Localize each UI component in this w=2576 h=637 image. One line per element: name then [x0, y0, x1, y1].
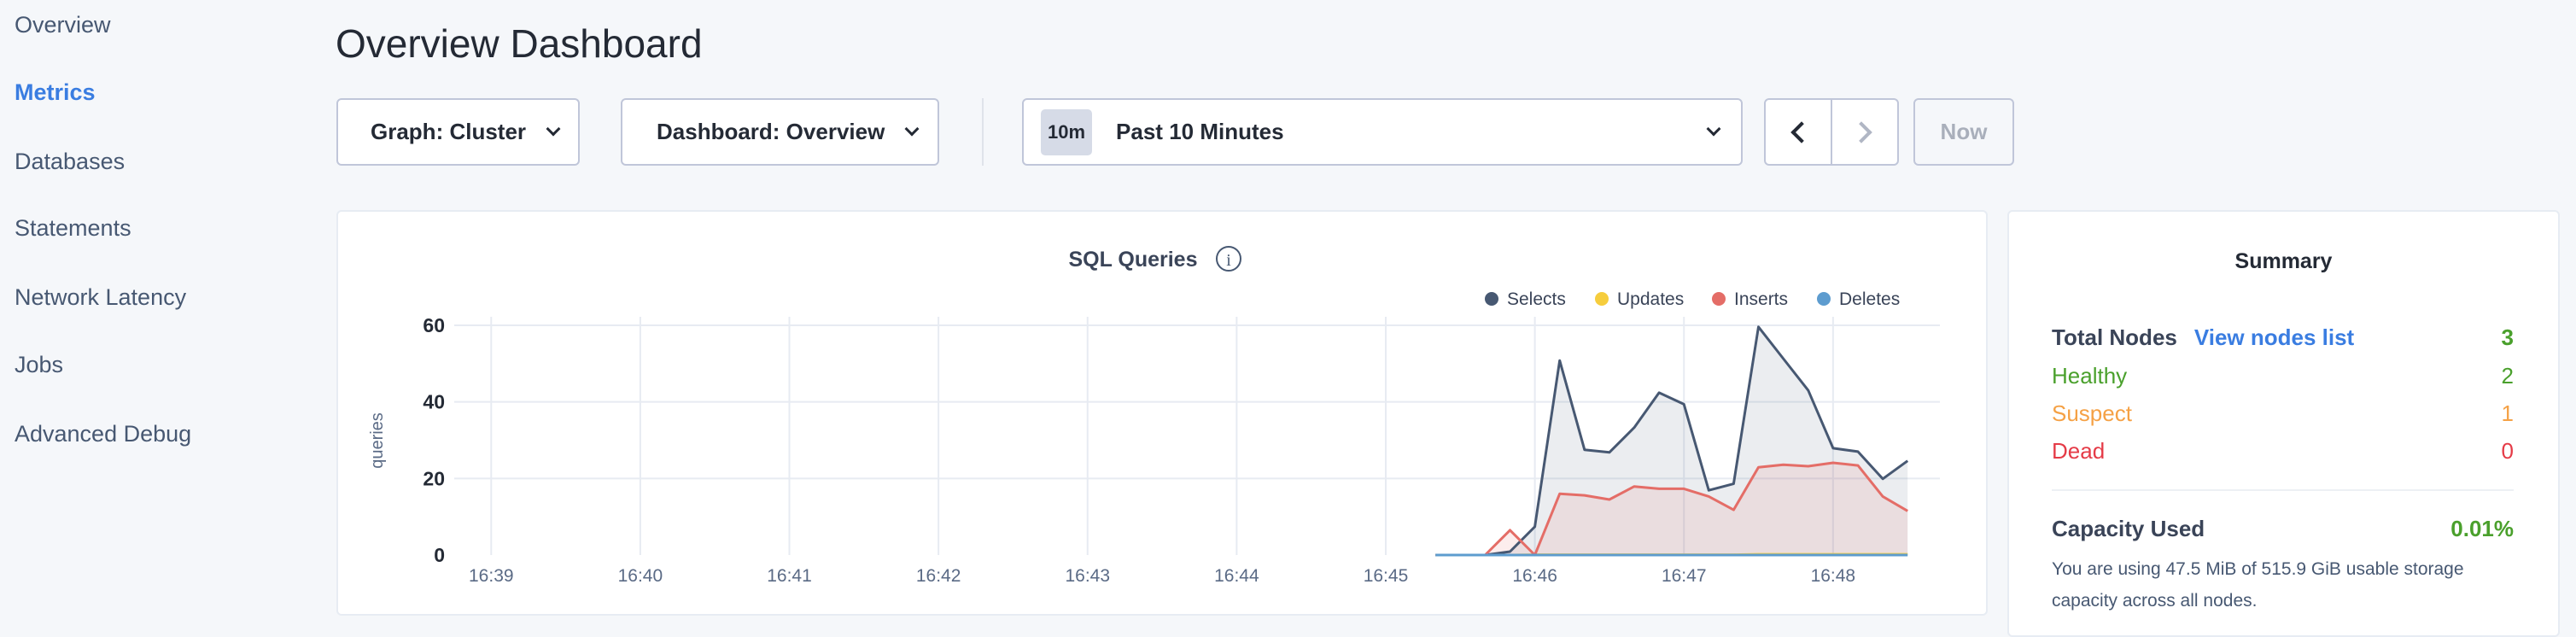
total-nodes-row: Total Nodes View nodes list 3	[2052, 324, 2514, 351]
capacity-label: Capacity Used	[2052, 516, 2205, 541]
y-tick-label: 20	[423, 467, 445, 489]
dead-value: 0	[2501, 438, 2514, 464]
dead-row: Dead 0	[2052, 438, 2514, 465]
x-tick-label: 16:41	[767, 566, 812, 586]
now-button[interactable]: Now	[1913, 98, 2014, 166]
y-tick-label: 60	[423, 314, 445, 336]
summary-divider	[2052, 489, 2514, 491]
previous-button[interactable]	[1766, 100, 1832, 164]
chart-title: SQL Queries	[1069, 248, 1198, 272]
x-tick-label: 16:46	[1512, 566, 1557, 586]
legend-label-updates: Updates	[1617, 289, 1684, 309]
capacity-row: Capacity Used 0.01%	[2052, 516, 2514, 542]
x-tick-label: 16:42	[916, 566, 961, 586]
healthy-label: Healthy	[2052, 363, 2128, 389]
sidebar-item-statements[interactable]: Statements	[15, 215, 131, 241]
summary-card: Summary Total Nodes View nodes list 3 He…	[2007, 210, 2560, 637]
chevron-down-icon	[546, 121, 561, 136]
x-tick-label: 16:43	[1065, 566, 1110, 586]
sidebar-item-advanced-debug[interactable]: Advanced Debug	[15, 421, 192, 447]
y-axis-label: queries	[368, 412, 387, 469]
sidebar-item-overview[interactable]: Overview	[15, 12, 111, 38]
legend-label-deletes: Deletes	[1839, 289, 1900, 309]
legend-dot-updates	[1595, 292, 1609, 306]
legend-dot-deletes	[1817, 292, 1831, 306]
suspect-value: 1	[2501, 400, 2514, 426]
capacity-description: You are using 47.5 MiB of 515.9 GiB usab…	[2052, 559, 2464, 611]
time-range-label: Past 10 Minutes	[1116, 119, 1284, 144]
graph-dropdown-label: Graph: Cluster	[371, 119, 527, 144]
y-tick-label: 40	[423, 391, 445, 413]
series-area-inserts	[1435, 463, 1908, 555]
series-line-selects	[1435, 325, 1909, 557]
legend-dot-selects	[1485, 292, 1498, 306]
time-range-badge: 10m	[1041, 108, 1093, 155]
x-tick-label: 16:47	[1662, 566, 1707, 586]
sql-queries-chart-card: SQL Queries i queries 16:39 16:40 16:41 16:…	[336, 210, 1988, 616]
graph-dropdown[interactable]: Graph: Cluster	[336, 98, 580, 166]
total-nodes-label: Total Nodes	[2052, 324, 2177, 350]
x-tick-label: 16:45	[1364, 566, 1409, 586]
chevron-down-icon	[1706, 121, 1721, 136]
dead-label: Dead	[2052, 438, 2106, 464]
chevron-left-icon	[1790, 120, 1813, 143]
summary-title: Summary	[2234, 249, 2333, 273]
capacity-value: 0.01%	[2450, 516, 2514, 541]
chevron-down-icon	[904, 121, 920, 136]
healthy-row: Healthy 2	[2052, 363, 2514, 389]
total-nodes-value: 3	[2501, 324, 2514, 350]
sidebar-item-jobs[interactable]: Jobs	[15, 352, 64, 377]
sidebar-item-databases[interactable]: Databases	[15, 149, 126, 174]
now-button-label: Now	[1940, 119, 1988, 144]
x-tick-label: 16:39	[469, 566, 514, 586]
view-nodes-list-link[interactable]: View nodes list	[2193, 324, 2355, 350]
x-tick-label: 16:40	[618, 566, 663, 586]
legend-dot-inserts	[1712, 292, 1726, 306]
x-tick-label: 16:44	[1214, 566, 1259, 586]
legend-label-inserts: Inserts	[1734, 289, 1788, 309]
next-button[interactable]	[1832, 100, 1897, 164]
dashboard-dropdown[interactable]: Dashboard: Overview	[621, 98, 939, 166]
series-line-inserts	[1435, 461, 1908, 557]
time-nav-group	[1764, 98, 1899, 166]
series-area-selects	[1435, 326, 1908, 555]
x-tick-label: 16:48	[1811, 566, 1856, 586]
info-icon[interactable]: i	[1216, 246, 1241, 272]
svg-text:i: i	[1226, 251, 1231, 270]
sql-queries-chart: SQL Queries i queries 16:39 16:40 16:41 16:…	[368, 246, 1940, 586]
dashboard-dropdown-label: Dashboard: Overview	[657, 119, 885, 144]
sidebar-item-network-latency[interactable]: Network Latency	[15, 284, 187, 310]
toolbar-divider	[982, 98, 984, 166]
time-range-dropdown[interactable]: 10m Past 10 Minutes	[1022, 98, 1743, 166]
healthy-value: 2	[2501, 363, 2514, 389]
suspect-label: Suspect	[2052, 400, 2132, 426]
sidebar-item-metrics[interactable]: Metrics	[15, 79, 96, 105]
y-tick-label: 0	[434, 544, 445, 566]
legend-label-selects: Selects	[1507, 289, 1566, 309]
chevron-right-icon	[1850, 120, 1872, 143]
suspect-row: Suspect 1	[2052, 400, 2514, 427]
page-title: Overview Dashboard	[336, 21, 703, 66]
